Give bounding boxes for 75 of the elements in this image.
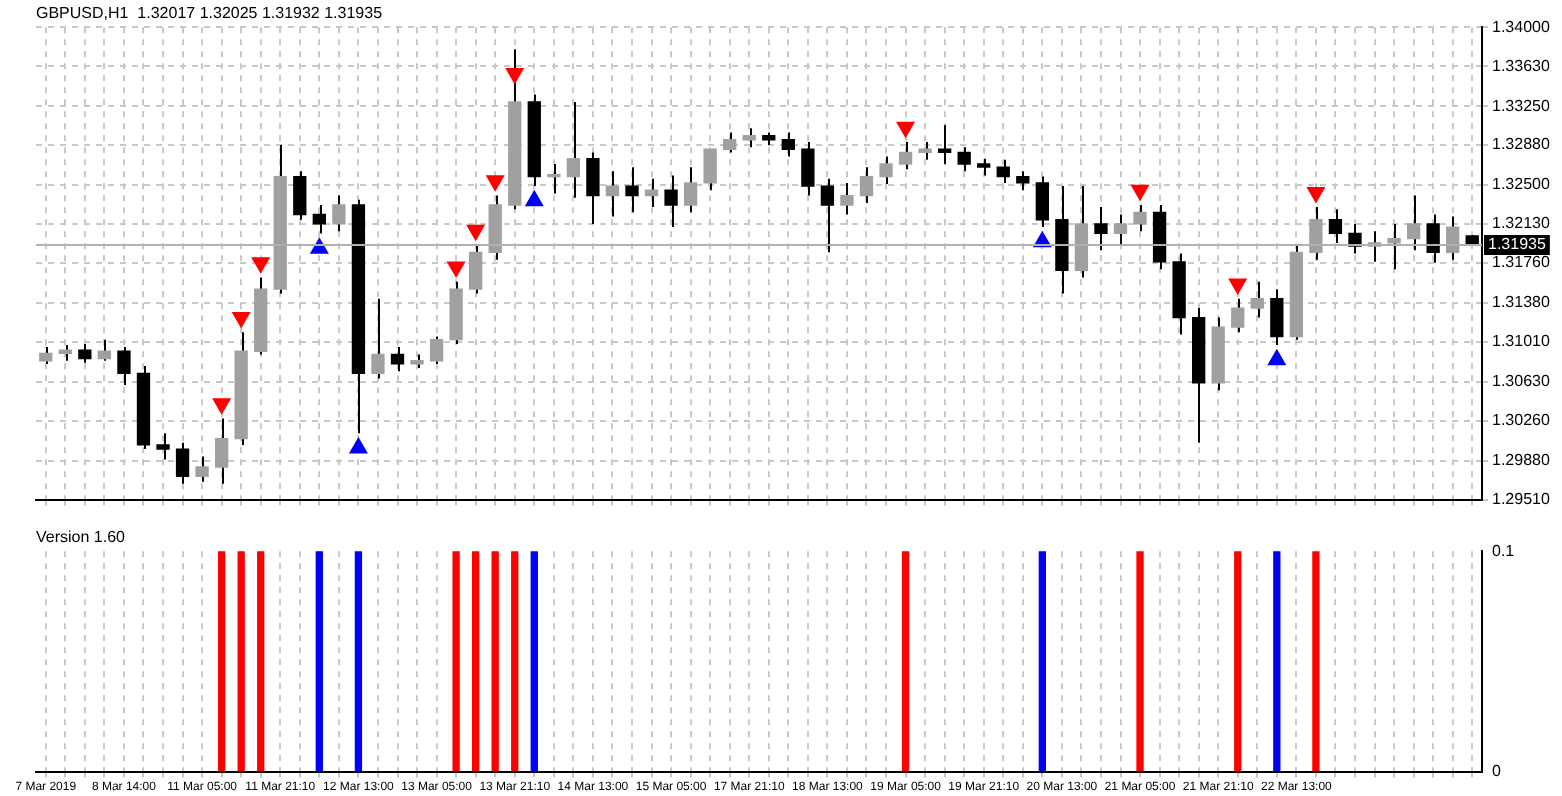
candlestick [664, 174, 678, 229]
candlestick [723, 131, 737, 154]
candlestick [390, 346, 405, 373]
y-tick-label: 0 [1492, 762, 1502, 781]
chart-title: GBPUSD,H1 1.32017 1.32025 1.31932 1.31935 [36, 4, 384, 23]
y-tick-label: 1.34000 [1492, 17, 1551, 36]
candlestick [625, 166, 639, 214]
candlestick [1446, 215, 1460, 261]
candlestick [840, 181, 854, 216]
y-tick-label: 1.31380 [1492, 293, 1551, 312]
candlestick [195, 455, 209, 483]
candlestick [879, 155, 893, 185]
y-tick-label: 1.33250 [1492, 96, 1551, 115]
candlestick [781, 131, 795, 158]
candlestick [703, 148, 717, 192]
y-tick-label: 1.31010 [1492, 332, 1551, 351]
y-tick-label: 1.33630 [1492, 56, 1551, 75]
candlestick [605, 170, 620, 218]
candlestick [214, 417, 229, 485]
point [486, 175, 504, 191]
chart-title: Version 1.60 [36, 528, 127, 547]
candlestick [1016, 170, 1030, 192]
candlestick [586, 151, 600, 225]
candlestick [1270, 288, 1284, 346]
candlestick [332, 194, 346, 233]
y-tick-label: 1.29880 [1492, 451, 1551, 470]
candlestick [566, 100, 581, 199]
y-tick-label: 1.30260 [1492, 411, 1551, 430]
point [232, 312, 250, 328]
candlestick [1250, 280, 1264, 319]
candlestick [801, 140, 815, 197]
candlestick [820, 177, 835, 254]
candlestick [1133, 204, 1147, 233]
candlestick [1309, 206, 1323, 261]
candlestick [469, 243, 483, 295]
candlestick [1387, 222, 1401, 271]
y-tick-label: 1.31760 [1492, 253, 1551, 272]
ref-line-label: 1.31935 [1488, 235, 1547, 254]
candlestick [175, 441, 190, 485]
y-tick-label: 1.32500 [1492, 175, 1551, 194]
point [1131, 184, 1149, 201]
candlestick [683, 166, 698, 214]
candlestick [1113, 213, 1128, 248]
point [447, 261, 465, 278]
point [212, 398, 231, 414]
y-tick-label: 1.29510 [1492, 490, 1551, 509]
candlestick [898, 140, 913, 171]
point [505, 67, 524, 84]
y-tick-label: 1.32880 [1492, 135, 1551, 154]
candlestick [156, 432, 170, 461]
candlestick [1035, 175, 1049, 229]
candlestick [1406, 194, 1421, 252]
candlestick [1094, 206, 1108, 252]
candlestick [312, 204, 326, 235]
candlestick [1231, 297, 1245, 334]
y-tick-label: 0.1 [1492, 541, 1516, 560]
candlestick [97, 338, 112, 362]
point [466, 224, 485, 241]
candlestick [859, 166, 874, 204]
candlestick [293, 170, 307, 221]
candlestick [996, 158, 1010, 184]
y-tick-label: 1.32130 [1492, 214, 1551, 233]
point [1307, 186, 1325, 203]
candlestick [78, 342, 92, 364]
point [1228, 278, 1247, 294]
candlestick [429, 335, 444, 365]
point [896, 121, 915, 138]
candlestick [1426, 213, 1440, 264]
point [251, 257, 270, 273]
y-tick-label: 1.30630 [1492, 372, 1551, 391]
candlestick [1328, 208, 1343, 244]
candlestick [371, 297, 385, 380]
candlestick [117, 346, 131, 386]
candlestick [1074, 185, 1089, 279]
candlestick [957, 146, 971, 173]
